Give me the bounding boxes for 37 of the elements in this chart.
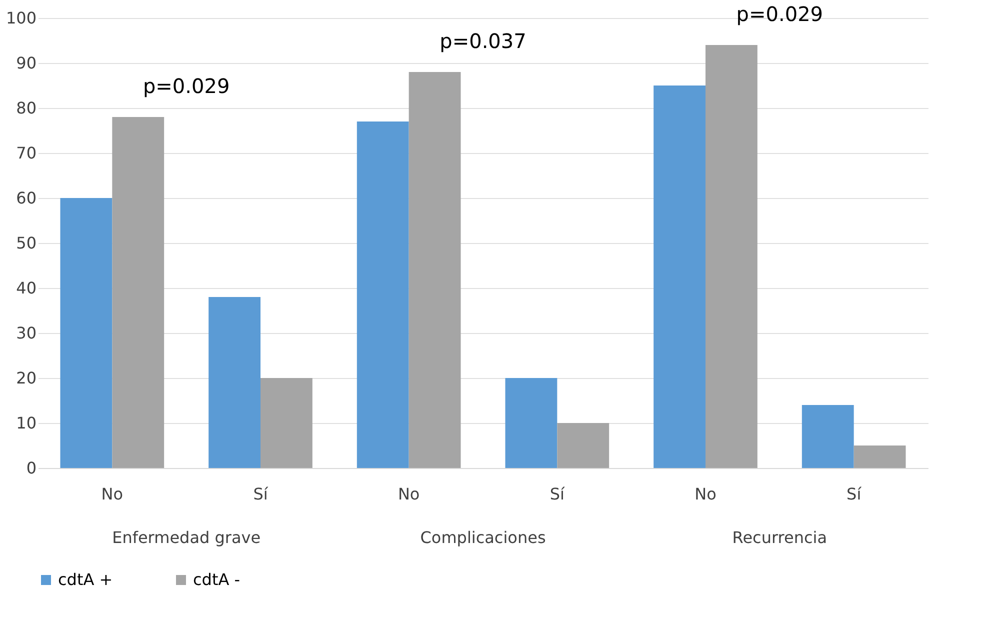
y-tick-label: 40 (16, 278, 36, 298)
y-tick-label: 30 (16, 324, 36, 342)
legend-label: cdtA + (58, 570, 113, 589)
y-tick-label: 60 (16, 188, 36, 208)
bar (408, 72, 461, 468)
bar (505, 378, 558, 468)
legend-label: cdtA - (193, 570, 240, 589)
annotation: p=0.037 (440, 29, 526, 53)
y-tick-label: 100 (6, 8, 36, 28)
y-tick-label: 10 (16, 414, 36, 432)
bar (208, 297, 260, 468)
text: Recurrencia (732, 528, 828, 547)
y-tick-label: 90 (16, 54, 36, 72)
x-tick-label: Sí (253, 484, 268, 504)
annotation: p=0.029 (142, 74, 230, 98)
y-tick-label: 80 (16, 98, 36, 118)
text: Enfermedad grave (112, 528, 261, 547)
y-tick-label: 0 (26, 458, 36, 478)
text: Complicaciones (420, 528, 546, 547)
bar (260, 378, 312, 468)
y-tick-label: 50 (16, 234, 36, 252)
x-tick-label: No (694, 484, 716, 504)
x-tick-label: Sí (846, 484, 862, 504)
x-tick-label: No (101, 484, 124, 504)
x-tick-label: No (398, 484, 420, 504)
bar (356, 122, 409, 468)
bar (112, 117, 164, 468)
bar (60, 198, 112, 468)
bar (706, 45, 758, 468)
x-tick-label: Sí (550, 484, 566, 504)
bar (654, 86, 706, 468)
bar (802, 405, 854, 468)
bar (557, 423, 610, 468)
y-tick-label: 70 (16, 144, 36, 162)
y-tick-label: 20 (16, 368, 36, 388)
annotation: p=0.029 (736, 2, 824, 26)
bar (854, 446, 906, 468)
